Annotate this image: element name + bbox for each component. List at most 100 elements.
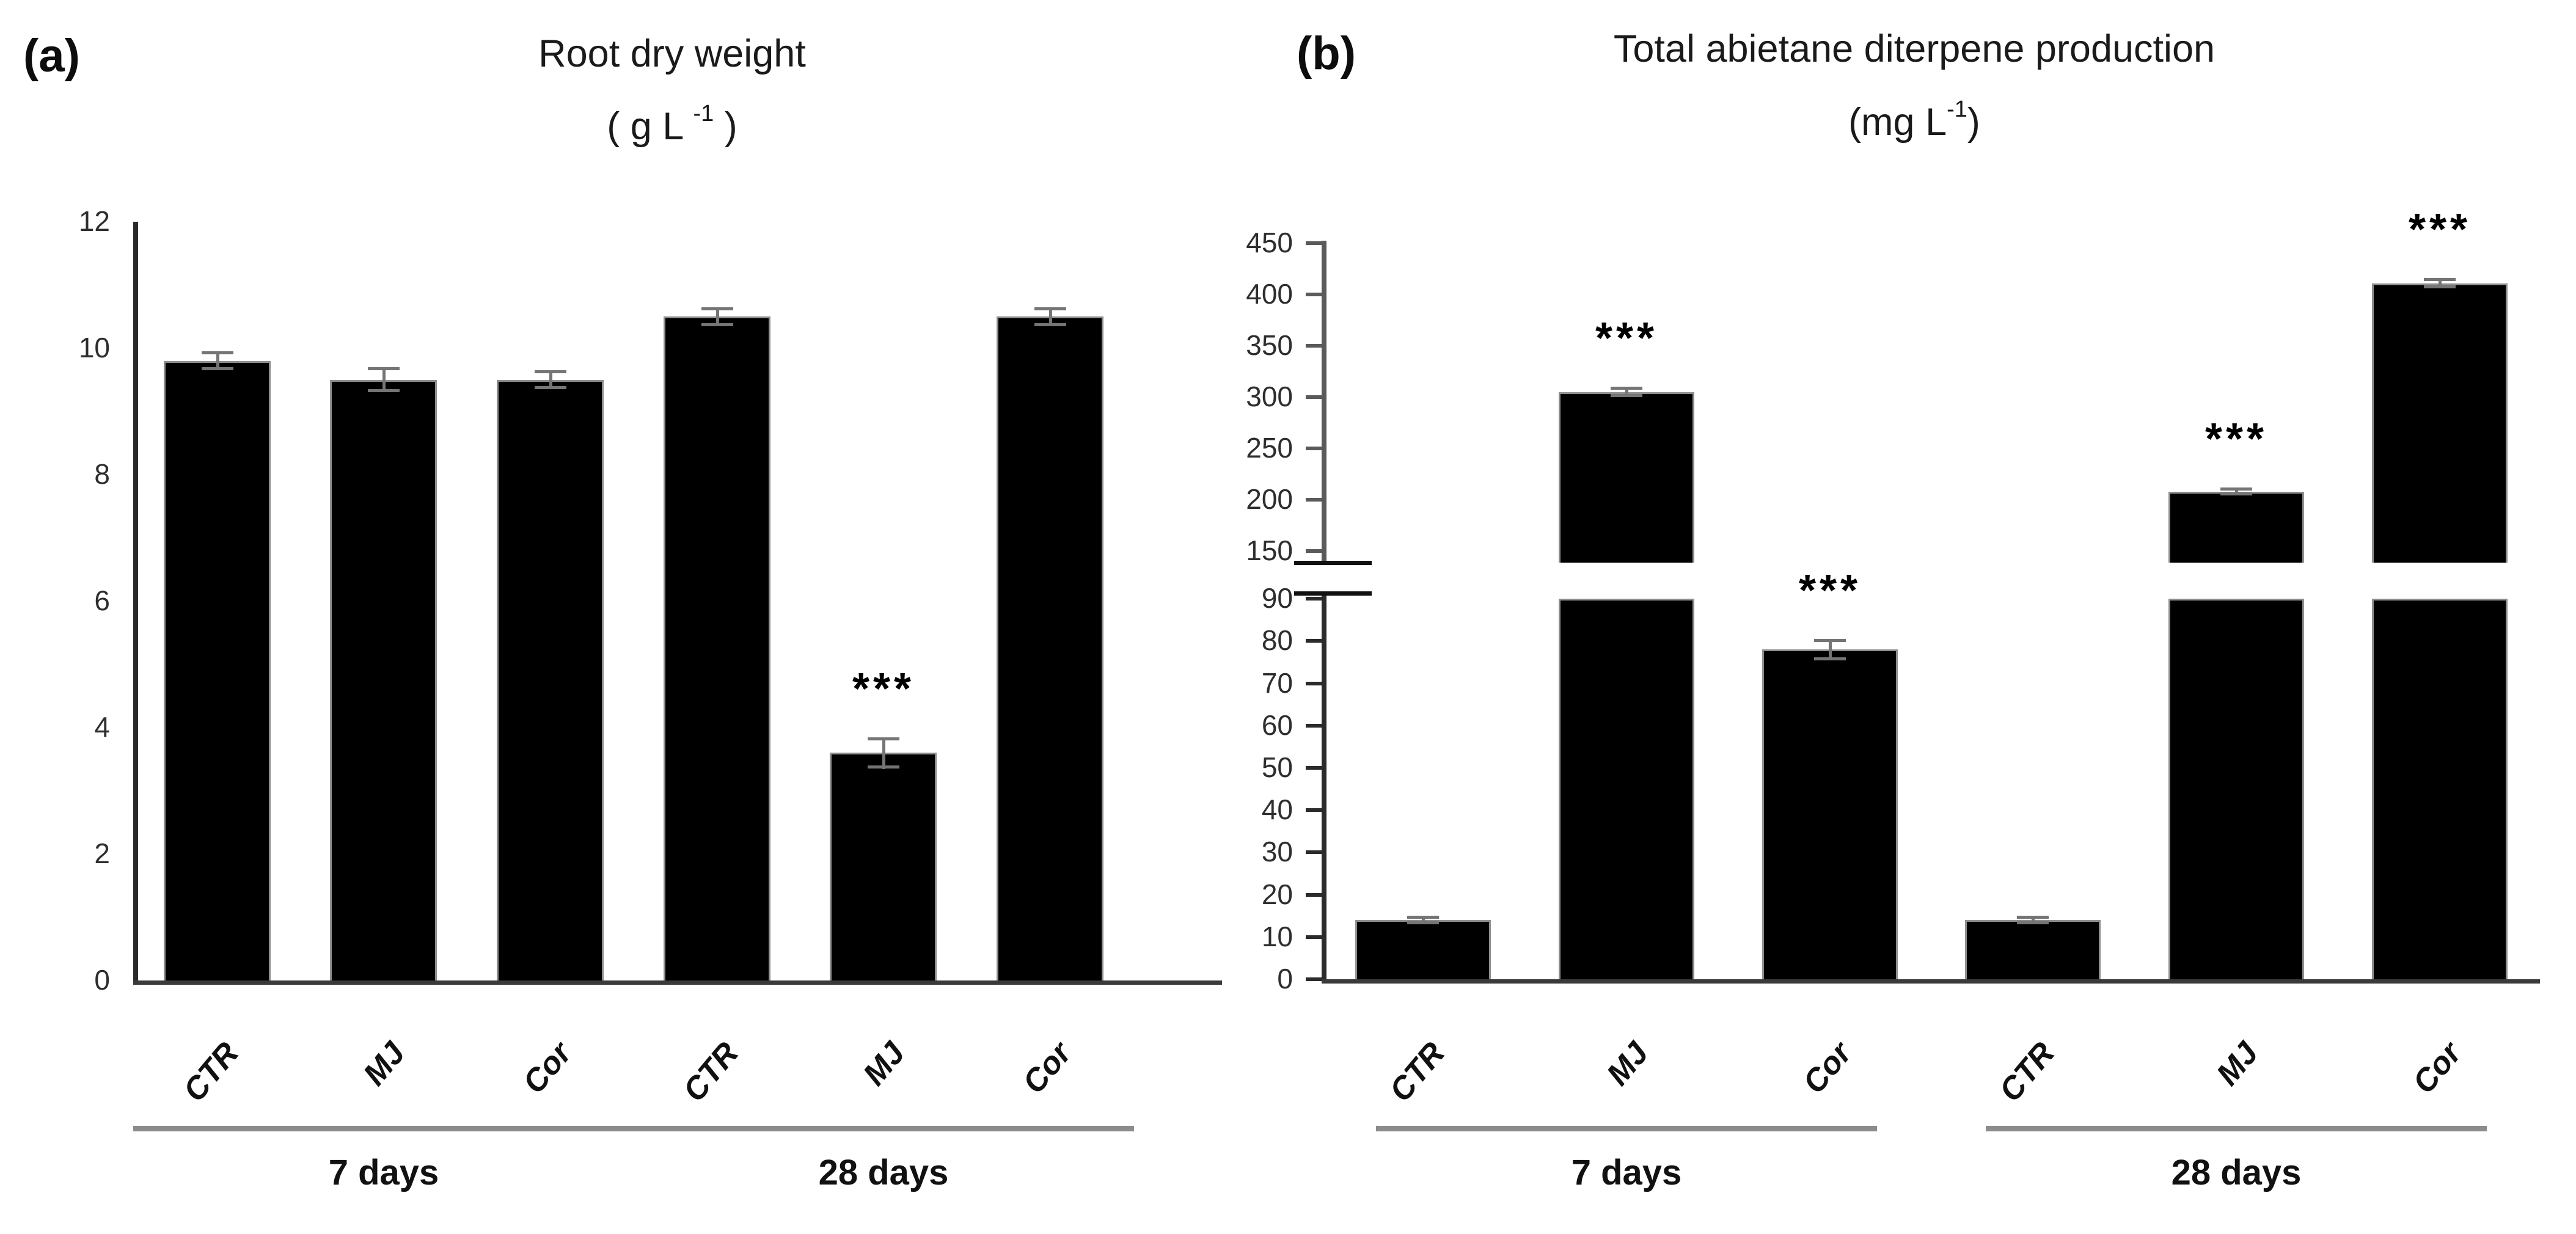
error-bar-cap: [2017, 916, 2049, 919]
y-tick-mark: [1306, 977, 1322, 981]
y-tick-mark: [1306, 766, 1322, 770]
significance-stars: ***: [2408, 205, 2472, 254]
bar-cor-2: [1762, 649, 1898, 979]
y-tick-mark: [1306, 639, 1322, 643]
error-bar-cap: [701, 323, 733, 326]
panel-a-unit-pre: ( g L: [607, 105, 693, 148]
category-label-cor-2: Cor: [1796, 1035, 1859, 1101]
error-bar-cap: [202, 351, 233, 354]
error-bar-cap: [1407, 916, 1439, 919]
y-tick-label: 90: [1261, 582, 1293, 615]
y-tick-mark: [1306, 395, 1322, 399]
panel-b: (b) Total abietane diterpene production …: [1246, 0, 2576, 1234]
panel-b-unit-pre: (mg L: [1848, 101, 1947, 144]
error-bar-cap: [2424, 278, 2456, 281]
error-bar-cap: [535, 386, 566, 389]
significance-stars: ***: [2205, 415, 2268, 464]
panel-b-plot: 0 10 20 30 40 50 60 70 80 90 150 200 250 300 350 400 450…: [1246, 0, 2576, 1234]
error-bar-cap: [1611, 394, 1642, 397]
y-tick-label: 20: [1261, 878, 1293, 911]
y-tick-label: 0: [94, 964, 110, 996]
y-tick-label: 400: [1246, 278, 1293, 310]
error-bar-cap: [368, 389, 400, 392]
error-bar-stem: [1049, 307, 1052, 326]
panel-a-unit: ( g L -1 ): [122, 101, 1222, 148]
group-line: [1376, 1126, 1877, 1131]
category-label-mj-4: MJ: [2209, 1035, 2266, 1092]
significance-stars: ***: [1798, 566, 1862, 615]
panel-a-plot: 0 2 4 6 8 10 12 *** CTR MJ Cor CTR MJ Cor 7 days 28 day…: [78, 205, 1222, 1192]
y-tick-mark: [1306, 344, 1322, 348]
error-bar-stem: [382, 367, 386, 392]
y-tick-label: 30: [1261, 836, 1293, 868]
y-tick-mark: [1306, 597, 1322, 601]
error-bar-stem: [2439, 278, 2442, 288]
bar-mj-1-lower-piece: [1559, 599, 1694, 979]
error-bar-cap: [2220, 492, 2252, 495]
y-tick-label: 12: [78, 205, 110, 238]
y-tick-label: 60: [1261, 709, 1293, 742]
y-tick-mark: [1306, 808, 1322, 812]
significance-stars: ***: [852, 665, 915, 714]
error-bar-stem: [1422, 916, 1425, 924]
bar-ctr-3: [1965, 920, 2101, 979]
y-tick-mark: [1306, 682, 1322, 685]
category-label-mj-1: MJ: [1600, 1035, 1656, 1092]
error-bar-cap: [1611, 387, 1642, 390]
bar-ctr-0: [164, 361, 271, 980]
y-tick-label: 6: [94, 585, 110, 617]
group-label: 7 days: [328, 1153, 439, 1192]
error-bar-stem: [2032, 916, 2035, 924]
bar-mj-4-upper-piece: [2168, 492, 2304, 563]
y-tick-label: 70: [1261, 667, 1293, 699]
group-label: 28 days: [2171, 1153, 2302, 1192]
panel-a-label: (a): [23, 30, 80, 82]
panel-b-unit-post: ): [1967, 101, 1980, 144]
panel-b-unit: (mg L-1): [1349, 97, 2479, 144]
error-bar-cap: [868, 737, 899, 740]
y-tick-label: 0: [1277, 963, 1293, 995]
error-bar-cap: [1034, 307, 1066, 310]
panel-b-title: Total abietane diterpene production: [1613, 27, 2216, 70]
category-label-ctr-3: CTR: [1992, 1035, 2062, 1109]
error-bar-cap: [1034, 323, 1066, 326]
y-tick-mark: [1306, 724, 1322, 728]
error-bar-stem: [882, 737, 885, 769]
y-tick-label: 350: [1246, 329, 1293, 362]
y-axis-lower-segment: [1322, 596, 1326, 983]
y-tick-label: 8: [94, 458, 110, 491]
error-bar-cap: [701, 307, 733, 310]
error-bar-stem: [216, 351, 219, 370]
error-bar-stem: [1625, 387, 1628, 397]
error-bar-stem: [716, 307, 719, 326]
bar-cor-5-upper-piece: [2372, 283, 2508, 563]
y-tick-label: 10: [78, 332, 110, 364]
error-bar-cap: [2424, 285, 2456, 288]
x-axis-line: [1322, 979, 2540, 984]
error-bar-stem: [549, 370, 552, 389]
y-tick-mark: [1306, 498, 1322, 502]
y-axis-upper-segment: [1322, 241, 1326, 563]
error-bar-cap: [1814, 639, 1846, 642]
group-line: [133, 1126, 634, 1131]
y-tick-label: 50: [1261, 751, 1293, 784]
error-bar-cap: [2220, 487, 2252, 491]
error-bar-cap: [535, 370, 566, 373]
panel-a-unit-superscript: -1: [693, 101, 714, 126]
axis-break-line: [1294, 591, 1372, 596]
error-bar-cap: [1407, 921, 1439, 924]
y-tick-label: 80: [1261, 624, 1293, 657]
y-tick-label: 40: [1261, 794, 1293, 826]
y-tick-label: 200: [1246, 483, 1293, 516]
y-tick-mark: [1306, 549, 1322, 553]
y-tick-label: 10: [1261, 921, 1293, 953]
bar-mj-1-upper-piece: [1559, 392, 1694, 563]
bar-cor-5: [997, 316, 1103, 980]
panel-b-label: (b): [1297, 27, 1356, 79]
group-line: [1986, 1126, 2487, 1131]
y-tick-label: 300: [1246, 381, 1293, 413]
error-bar-stem: [2235, 487, 2238, 495]
y-axis-line: [133, 222, 138, 984]
category-label-mj-1: MJ: [356, 1035, 412, 1092]
